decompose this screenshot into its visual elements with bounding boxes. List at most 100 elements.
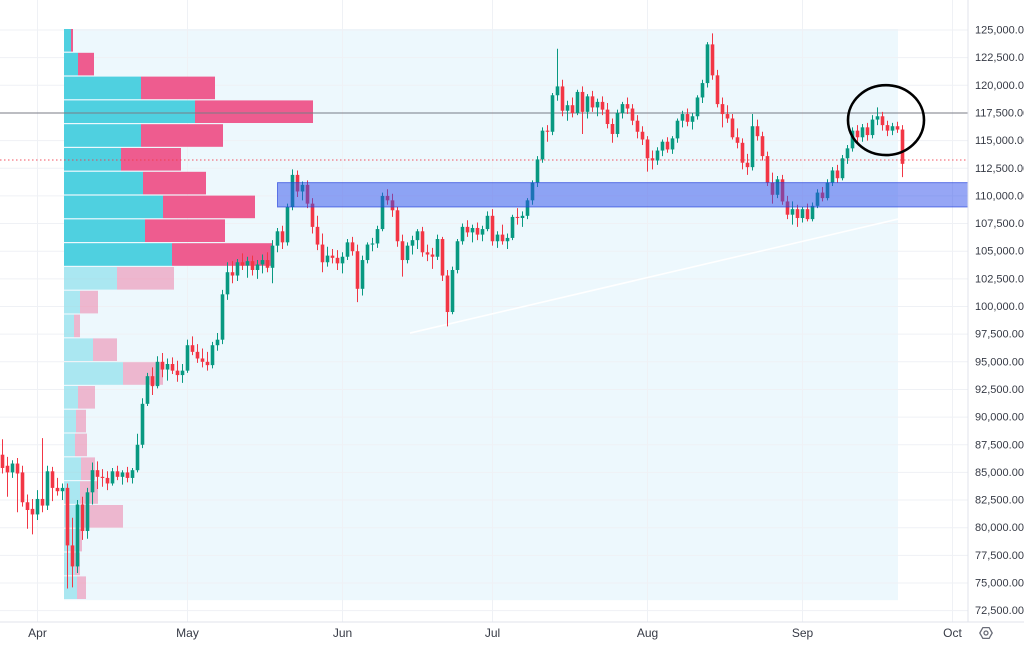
annotation-circle[interactable] [846,83,926,157]
candle-body [130,470,135,478]
gear-icon[interactable] [979,626,993,640]
candle [260,254,265,274]
candle [545,125,550,142]
candle-body [500,234,505,242]
candle [55,477,60,496]
candle-body [785,201,790,215]
candle [795,204,800,227]
support-zone-layer [277,182,969,208]
candle-body [170,364,175,371]
candle-body [740,142,745,163]
vp-buy-bar [64,52,78,76]
candle-body [355,251,360,289]
candle-body [85,492,90,532]
volume-profile-row [64,338,117,361]
vp-sell-bar [141,124,223,147]
candle-body [10,463,15,473]
volume-profile-row [64,29,73,52]
candle-body [0,454,5,468]
vp-sell-bar [143,171,206,195]
candle-body [525,200,530,216]
candle-body [380,195,385,230]
volume-profile-row [64,100,313,123]
candle-body [175,370,180,376]
candle [275,227,280,253]
trendline[interactable] [409,217,901,334]
candle [615,109,620,138]
candle [405,242,410,264]
candle-body [210,345,215,366]
candle-body [410,240,415,246]
volume-profile-row [64,219,225,242]
candle [440,236,445,282]
candle [540,127,545,163]
candle-body [15,463,20,474]
candle-body [835,170,840,179]
candle-body [235,262,240,276]
candle-body [405,245,410,261]
candle-body [540,130,545,160]
candle-body [65,487,70,546]
price-axis[interactable]: 125,000.00 122,500.00 120,000.00 117,500.00… [975,25,1024,618]
candle [25,494,30,529]
volume-profile-row [64,52,94,76]
candle-body [185,345,190,371]
support-zone-rect[interactable] [277,182,969,208]
vp-sell-bar [78,52,94,76]
price-scale-settings[interactable] [979,626,993,640]
candle [155,356,160,389]
candle-body [505,237,510,242]
candle [315,215,320,251]
candle [705,42,710,88]
candle [635,115,640,139]
candle-body [585,96,590,112]
volume-profile-row [64,386,95,409]
candle-body [695,97,700,117]
candle-body [480,229,485,235]
vp-buy-bar [64,124,141,147]
candle [695,95,700,120]
candle-body [270,245,275,268]
candle-body [330,255,335,258]
candle [755,119,760,141]
month-label: Sep [792,626,814,640]
month-label: Jul [485,626,500,640]
candle-body [620,104,625,113]
candle [835,164,840,183]
vp-buy-bar [64,362,123,385]
candle [455,239,460,274]
candle [0,439,5,474]
candle [140,398,145,449]
candle-body [430,254,435,257]
candle [610,118,615,143]
candle-body [145,376,150,404]
candle [340,252,345,274]
candle-body [495,234,500,242]
vp-sell-bar [75,433,87,457]
candle-body [110,471,115,484]
candle [510,214,515,241]
candle-body [5,465,10,473]
candle [360,255,365,296]
candle-body [510,216,515,238]
vp-sell-bar [145,219,225,242]
candle-body [765,156,770,183]
candle-body [155,361,160,387]
candle-body [880,116,885,126]
candle [170,357,175,374]
candle-body [435,239,440,257]
candle [480,225,485,242]
candle-body [180,370,185,376]
time-axis[interactable]: Apr May Jun Jul Aug Sep Oct [28,626,962,640]
candle [675,118,680,143]
candle [50,466,55,502]
candle [450,266,455,315]
candle [720,97,725,128]
month-label: Oct [943,626,962,640]
candle-body [255,264,260,271]
candle [520,211,525,227]
candle [255,260,260,279]
candle-body [520,215,525,219]
candle-body [340,256,345,264]
